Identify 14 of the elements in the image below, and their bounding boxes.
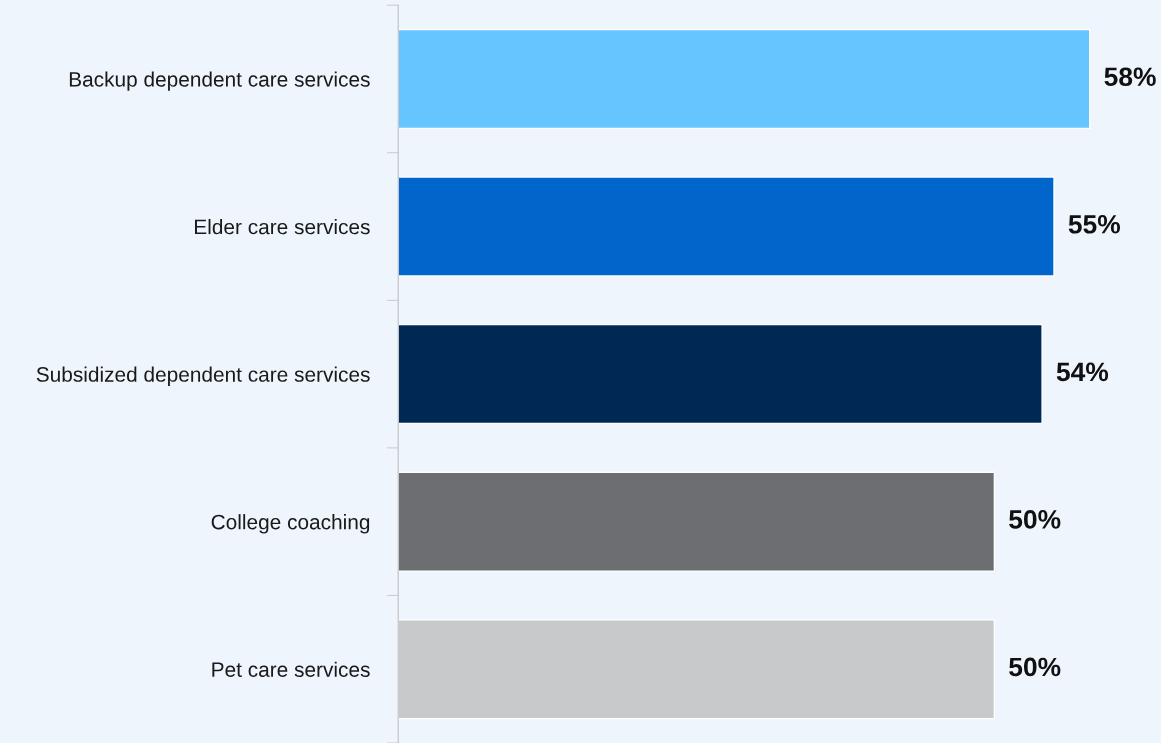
bar — [398, 28, 1091, 130]
bar — [398, 471, 996, 572]
bar — [398, 323, 1043, 425]
y-tick-label: Backup dependent care services — [69, 71, 370, 91]
bar — [398, 176, 1055, 277]
y-tick-label: Subsidized dependent care services — [36, 366, 370, 386]
y-tick-label: College coaching — [211, 514, 370, 534]
y-tick-label: Elder care services — [195, 218, 370, 235]
data-label: 58% — [1104, 67, 1156, 87]
data-label: 50% — [1009, 657, 1061, 677]
y-tick-label: Pet care services — [212, 661, 370, 677]
data-label: 50% — [1009, 510, 1061, 529]
data-label: 55% — [1068, 215, 1121, 234]
data-label: 54% — [1056, 362, 1109, 382]
